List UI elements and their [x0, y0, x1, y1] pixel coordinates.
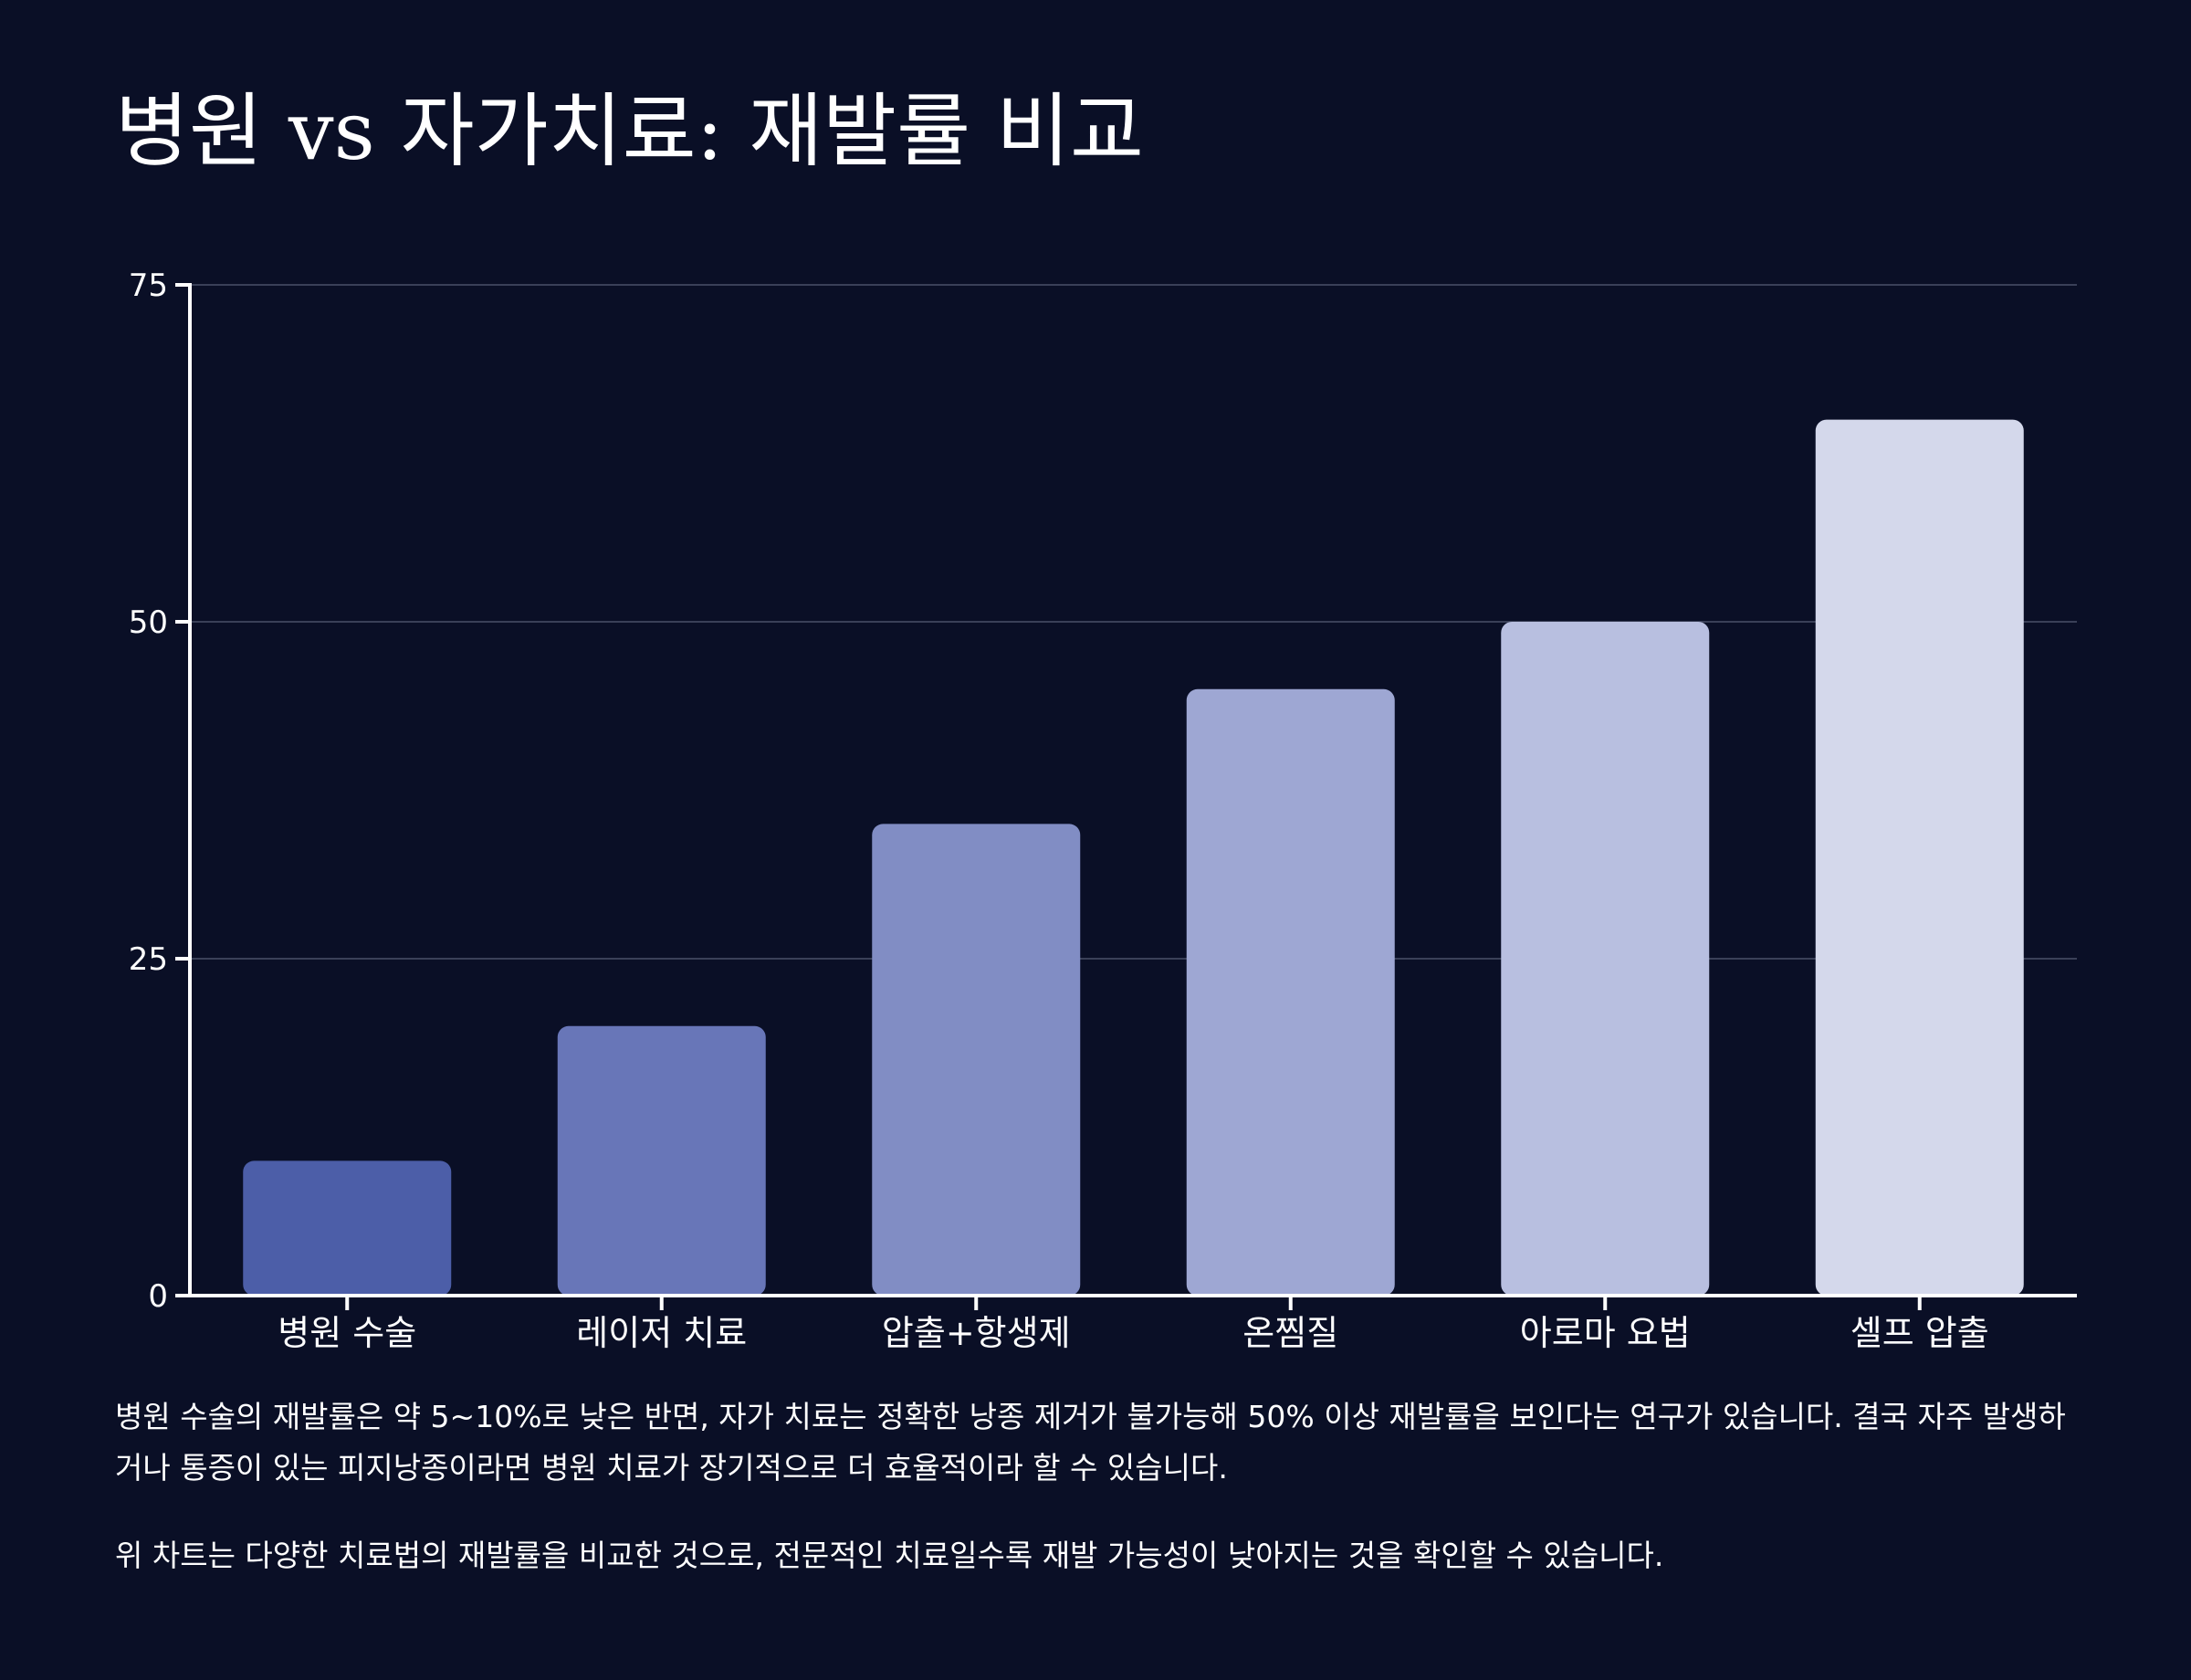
bar-5: [1501, 622, 1710, 1296]
y-tick-label: 50: [129, 604, 168, 641]
chart-title: 병원 vs 자가치료: 재발률 비교: [115, 84, 1144, 178]
caption-paragraph-1: 병원 수술의 재발률은 약 5~10%로 낮은 반면, 자가 치료는 정확한 낭…: [115, 1399, 2066, 1486]
caption-paragraph-2: 위 차트는 다양한 치료법의 재발률을 비교한 것으로, 전문적인 치료일수록 …: [115, 1538, 1664, 1573]
y-tick-label: 25: [129, 941, 168, 978]
bar-2: [557, 1025, 766, 1296]
bar-4: [1186, 688, 1395, 1296]
x-tick-label: 아로마 요법: [1520, 1313, 1691, 1353]
x-tick-label: 온찜질: [1242, 1313, 1338, 1353]
x-tick-label: 압출+항생제: [882, 1313, 1071, 1353]
bar-1: [243, 1160, 452, 1296]
y-tick-label: 0: [148, 1278, 168, 1315]
x-tick-label: 레이저 치료: [576, 1313, 747, 1353]
x-tick-label: 셀프 압출: [1850, 1313, 1989, 1353]
bar-3: [872, 824, 1081, 1296]
x-tick-label: 병원 수술: [278, 1313, 416, 1353]
bar-chart: 0 25 50 75 병원 수술 레이저 치료 압출+항생제 온찜질 아로마 요법 셀프 압출: [129, 268, 2077, 1353]
y-tick-label: 75: [129, 268, 168, 304]
bar-6: [1815, 419, 2024, 1297]
